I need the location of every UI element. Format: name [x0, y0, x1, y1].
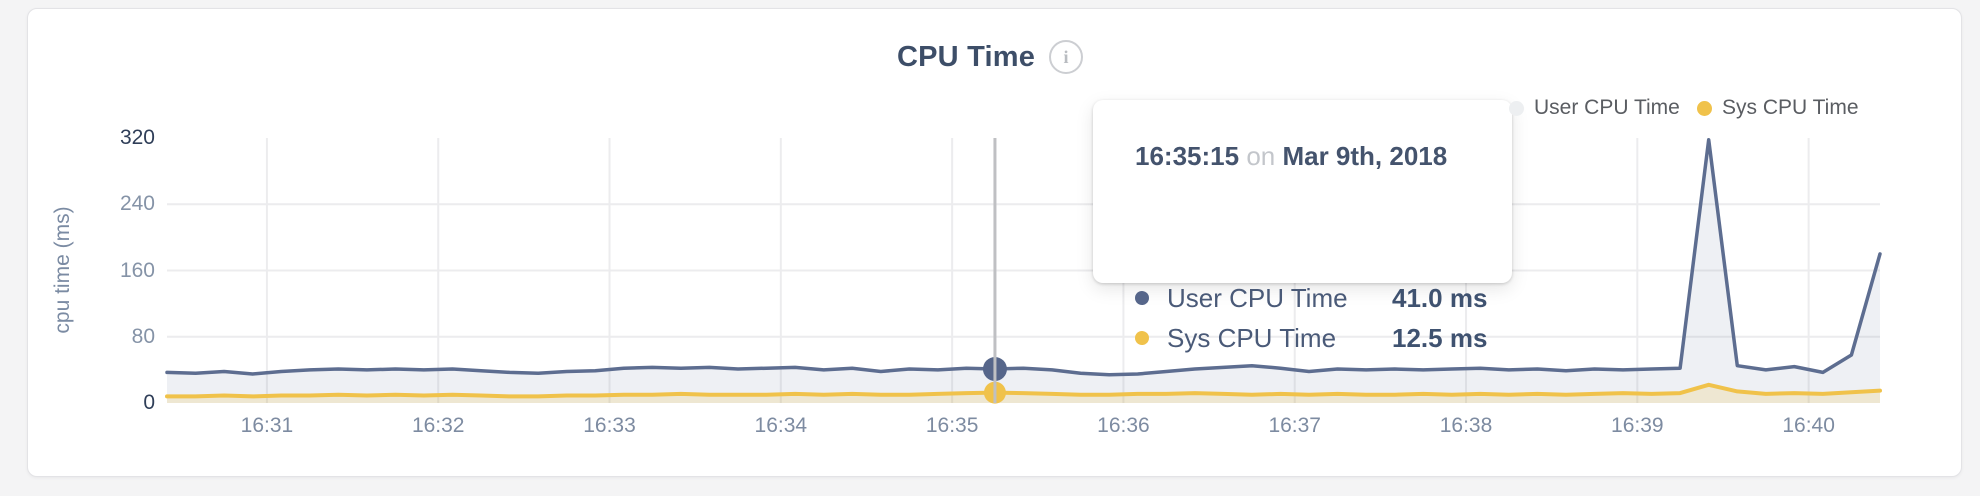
legend-item-sys-cpu-time[interactable]: Sys CPU Time — [1697, 96, 1859, 120]
legend-label-sys-cpu: Sys CPU Time — [1722, 96, 1859, 119]
tooltip-label-sys-cpu: Sys CPU Time — [1167, 322, 1337, 353]
y-tick-label: 240 — [119, 192, 155, 216]
x-tick-label: 16:40 — [1782, 414, 1835, 437]
y-tick-label: 320 — [119, 126, 155, 149]
tooltip-date: Mar 9th, 2018 — [1282, 141, 1448, 171]
legend-dot-user-cpu — [1509, 100, 1524, 116]
user-cpu-area — [167, 139, 1880, 403]
chart-title: CPU Time — [897, 41, 1036, 73]
legend-item-user-cpu-time[interactable]: User CPU Time — [1509, 96, 1680, 120]
x-tick-label: 16:33 — [583, 414, 636, 437]
legend-dot-sys-cpu — [1697, 100, 1712, 116]
x-tick-label: 16:37 — [1268, 414, 1321, 437]
sys-cpu-line — [165, 382, 1882, 399]
user-cpu-line — [165, 137, 1882, 377]
x-tick-label: 16:31 — [240, 414, 294, 437]
y-tick-label: 160 — [119, 258, 155, 282]
y-tick-label: 0 — [143, 391, 155, 414]
tooltip-row-user-cpu: User CPU Time 41.0 ms — [1135, 282, 1487, 314]
tooltip-conjunction: on — [1246, 141, 1276, 171]
x-tick-label: 16:34 — [754, 414, 808, 437]
x-tick-label: 16:38 — [1439, 414, 1493, 437]
hover-tooltip: 16:35:15 on Mar 9th, 2018 User CPU Time … — [1093, 100, 1512, 353]
x-tick-label: 16:35 — [925, 414, 979, 437]
user-cpu-dot-icon — [1135, 291, 1149, 305]
tooltip-time: 16:35:15 — [1135, 141, 1240, 171]
y-tick-label: 80 — [131, 324, 155, 348]
tooltip-row-sys-cpu: Sys CPU Time 12.5 ms — [1135, 322, 1487, 354]
tooltip-value-user-cpu: 41.0 ms — [1392, 282, 1488, 313]
x-tick-label: 16:32 — [411, 414, 465, 437]
tooltip-label-user-cpu: User CPU Time — [1167, 282, 1348, 313]
x-tick-label: 16:39 — [1611, 414, 1664, 437]
info-icon[interactable]: i — [1049, 40, 1084, 74]
tooltip-header: 16:35:15 on Mar 9th, 2018 — [1135, 140, 1447, 172]
x-tick-label: 16:36 — [1097, 414, 1150, 437]
chart-header: CPU Time i — [897, 40, 1084, 74]
legend-label-user-cpu: User CPU Time — [1534, 96, 1680, 119]
sys-cpu-dot-icon — [1135, 331, 1149, 345]
tooltip-value-sys-cpu: 12.5 ms — [1392, 322, 1488, 353]
